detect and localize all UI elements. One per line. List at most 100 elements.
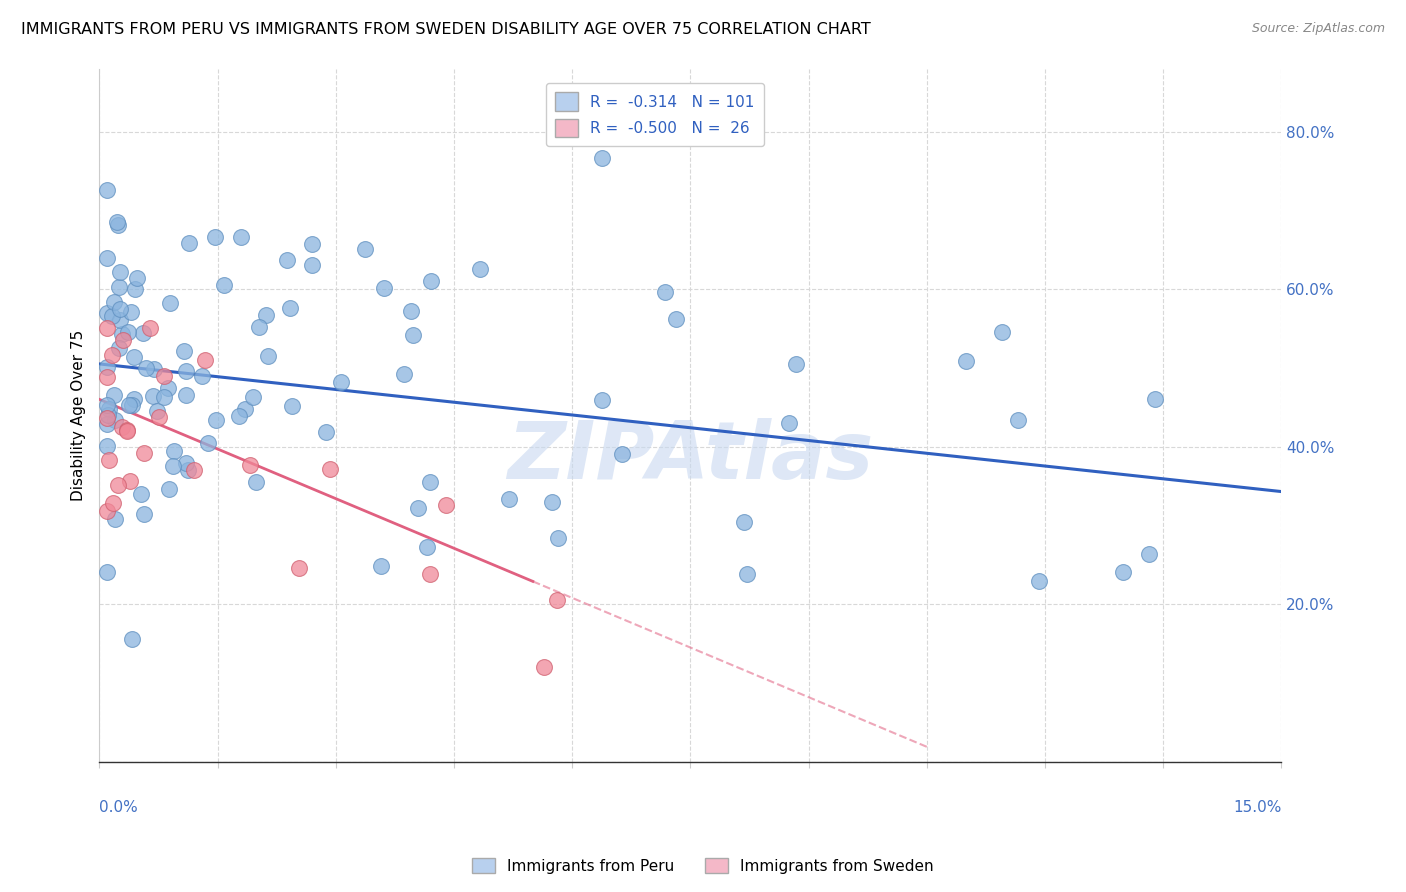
Point xyxy=(301,237,323,252)
Point xyxy=(96,251,118,265)
Point xyxy=(254,309,277,323)
Point xyxy=(96,370,118,384)
Point xyxy=(129,486,152,500)
Point xyxy=(183,463,205,477)
Point xyxy=(96,417,118,431)
Point xyxy=(122,350,145,364)
Legend: Immigrants from Peru, Immigrants from Sweden: Immigrants from Peru, Immigrants from Sw… xyxy=(465,852,941,880)
Point xyxy=(228,409,250,423)
Point xyxy=(107,341,129,355)
Point xyxy=(118,474,141,488)
Point xyxy=(498,491,520,506)
Point xyxy=(117,325,139,339)
Point xyxy=(665,311,688,326)
Point xyxy=(163,444,186,458)
Point xyxy=(110,302,132,317)
Point xyxy=(139,321,162,335)
Point xyxy=(194,353,217,368)
Point xyxy=(419,566,441,581)
Point xyxy=(111,420,134,434)
Point xyxy=(96,398,118,412)
Point xyxy=(591,151,613,165)
Point xyxy=(148,410,170,425)
Point xyxy=(121,398,143,412)
Point xyxy=(276,252,298,267)
Text: 0.0%: 0.0% xyxy=(100,800,138,815)
Point xyxy=(778,417,800,431)
Point xyxy=(402,327,425,342)
Point xyxy=(229,230,252,244)
Point xyxy=(301,258,323,272)
Point xyxy=(121,632,143,647)
Point xyxy=(107,478,129,492)
Point xyxy=(1007,412,1029,426)
Point xyxy=(329,375,352,389)
Point xyxy=(156,381,179,395)
Point xyxy=(108,265,131,279)
Point xyxy=(233,402,256,417)
Point xyxy=(100,348,122,362)
Point xyxy=(415,540,437,554)
Point xyxy=(146,403,169,417)
Point xyxy=(125,271,148,285)
Point xyxy=(370,558,392,573)
Point xyxy=(96,306,118,320)
Point xyxy=(247,320,270,334)
Text: 15.0%: 15.0% xyxy=(1233,800,1281,815)
Point xyxy=(1144,392,1167,406)
Point xyxy=(191,368,214,383)
Point xyxy=(654,285,676,299)
Point xyxy=(419,274,441,288)
Point xyxy=(176,388,198,402)
Point xyxy=(399,303,422,318)
Point xyxy=(174,457,197,471)
Point xyxy=(174,364,197,378)
Point xyxy=(103,388,125,402)
Point xyxy=(1028,574,1050,589)
Point xyxy=(131,326,153,341)
Point xyxy=(115,423,138,437)
Point xyxy=(991,325,1014,339)
Point xyxy=(122,392,145,407)
Point xyxy=(96,411,118,425)
Point xyxy=(143,362,166,376)
Point xyxy=(104,413,127,427)
Text: IMMIGRANTS FROM PERU VS IMMIGRANTS FROM SWEDEN DISABILITY AGE OVER 75 CORRELATIO: IMMIGRANTS FROM PERU VS IMMIGRANTS FROM … xyxy=(21,22,870,37)
Point xyxy=(159,295,181,310)
Point xyxy=(97,409,120,423)
Point xyxy=(96,439,118,453)
Point xyxy=(98,402,121,417)
Point xyxy=(212,277,235,292)
Point xyxy=(177,236,200,251)
Point xyxy=(318,462,340,476)
Point xyxy=(406,501,429,516)
Point xyxy=(96,565,118,579)
Point xyxy=(242,390,264,404)
Point xyxy=(533,659,555,673)
Point xyxy=(134,446,156,460)
Y-axis label: Disability Age Over 75: Disability Age Over 75 xyxy=(72,329,86,500)
Point xyxy=(96,504,118,518)
Point xyxy=(205,413,228,427)
Point xyxy=(135,361,157,376)
Point xyxy=(107,219,129,233)
Point xyxy=(115,424,138,438)
Point xyxy=(173,344,195,359)
Point xyxy=(204,229,226,244)
Point xyxy=(245,475,267,490)
Point xyxy=(177,463,200,477)
Point xyxy=(353,242,375,256)
Point xyxy=(434,498,457,512)
Point xyxy=(96,359,118,374)
Point xyxy=(239,458,262,472)
Point xyxy=(162,458,184,473)
Point xyxy=(110,313,132,327)
Point xyxy=(157,482,180,496)
Point xyxy=(112,333,135,347)
Point xyxy=(315,425,337,439)
Point xyxy=(104,512,127,526)
Legend: R =  -0.314   N = 101, R =  -0.500   N =  26: R = -0.314 N = 101, R = -0.500 N = 26 xyxy=(546,83,763,146)
Text: Source: ZipAtlas.com: Source: ZipAtlas.com xyxy=(1251,22,1385,36)
Point xyxy=(547,531,569,545)
Point xyxy=(142,389,165,403)
